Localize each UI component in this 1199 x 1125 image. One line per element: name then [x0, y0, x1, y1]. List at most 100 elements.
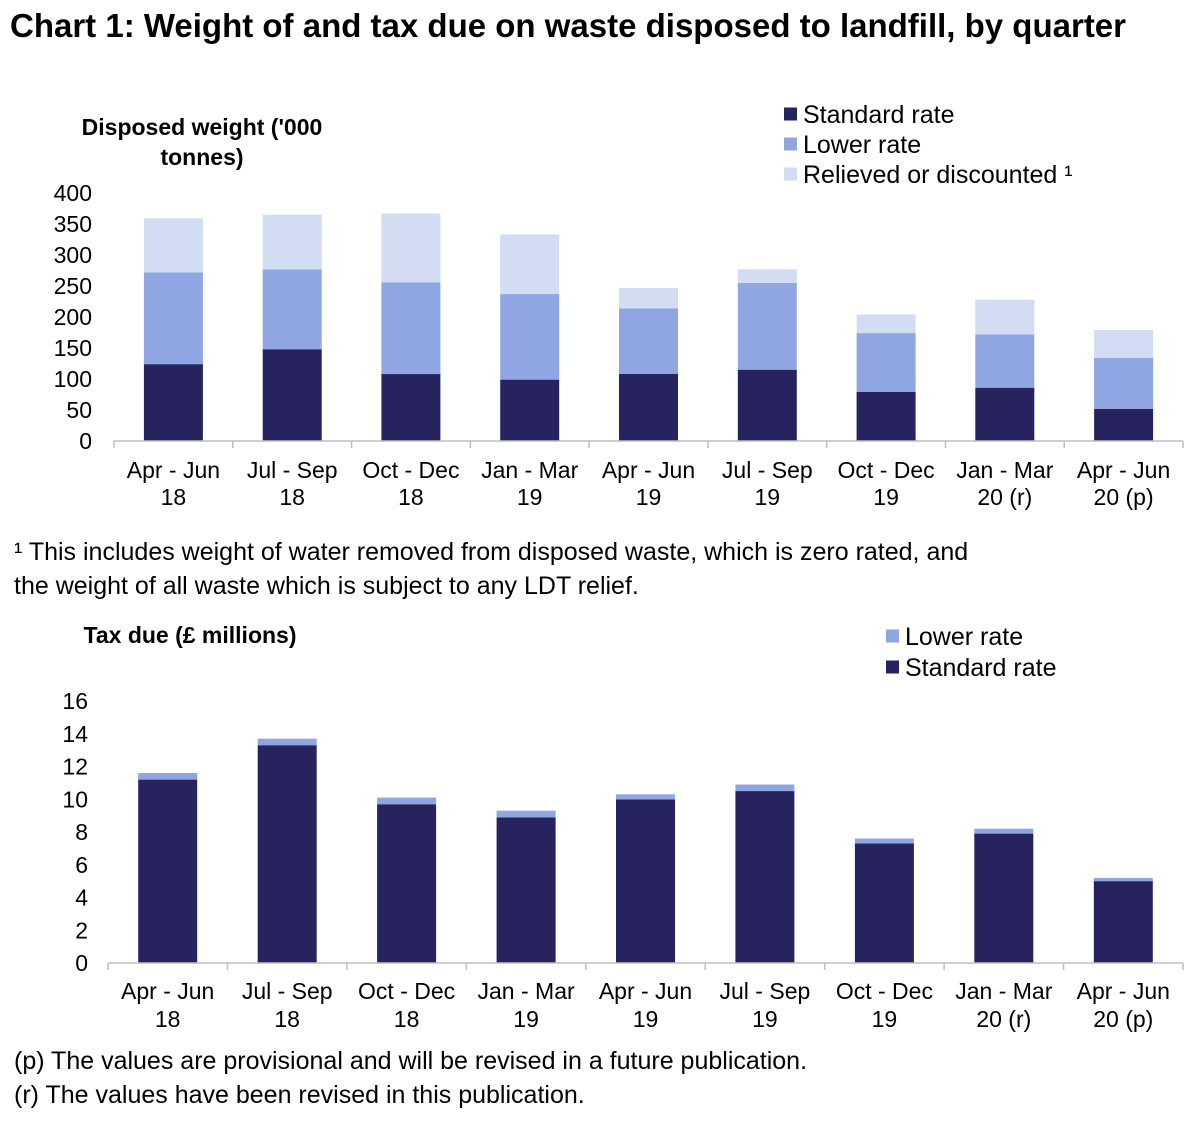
bar-lower [856, 333, 916, 392]
x-tick-label: Apr - Jun [127, 457, 220, 483]
y-tick-label: 0 [79, 428, 92, 454]
bar-relieved [381, 213, 441, 283]
bar-lower [381, 282, 441, 375]
legend-swatch [886, 660, 899, 674]
y-tick-label: 12 [62, 754, 88, 780]
bar-lower [377, 797, 437, 805]
x-tick-label: Apr - Jun [121, 978, 214, 1004]
bar-standard [500, 379, 560, 441]
bar-lower [616, 794, 675, 800]
y-tick-label: 350 [54, 211, 92, 237]
y-axis-label: Tax due (£ millions) [84, 622, 297, 648]
legend-label: Lower rate [905, 623, 1023, 651]
bar-lower [735, 784, 795, 791]
x-tick-label: 18 [394, 1006, 420, 1032]
x-tick-label: 18 [398, 484, 424, 510]
bar-lower [500, 294, 560, 380]
bar-lower [974, 828, 1034, 834]
x-tick-label: Jan - Mar [481, 457, 578, 483]
x-tick-label: 20 (p) [1093, 1006, 1153, 1032]
legend-swatch [886, 629, 899, 643]
y-tick-label: 6 [75, 852, 88, 878]
bar-standard [257, 745, 317, 963]
bar-standard [381, 374, 441, 441]
bar-standard [138, 779, 198, 963]
weight-chart: Disposed weight ('000 tonnes) 0 50 100 150 200… [54, 101, 1184, 510]
x-tick-label: Jul - Sep [247, 457, 338, 483]
bar-standard [377, 804, 437, 963]
x-tick-label: Oct - Dec [362, 457, 459, 483]
bar-relieved [737, 269, 797, 283]
bar-lower [262, 269, 322, 350]
bar-relieved [1094, 330, 1154, 358]
y-tick-label: 14 [62, 721, 88, 747]
bar-standard [262, 349, 322, 441]
x-tick-label: Apr - Jun [599, 978, 692, 1004]
bar-standard [854, 843, 914, 963]
x-tick-label: Jul - Sep [242, 978, 333, 1004]
legend-swatch [784, 167, 797, 181]
legend-swatch [784, 107, 797, 121]
bar-lower [975, 334, 1035, 388]
x-tick-label: 19 [517, 484, 543, 510]
legend-swatch [784, 137, 797, 151]
tax-chart: Tax due (£ millions) 0 2 4 6 8 10 12 14 16 Apr - J… [62, 622, 1184, 1032]
x-tick-label: 19 [752, 1006, 778, 1032]
bar-standard [737, 369, 797, 441]
legend-label: Relieved or discounted ¹ [803, 161, 1073, 189]
legend-label: Lower rate [803, 131, 921, 159]
footnote-relief-line-1: ¹ This includes weight of water removed … [14, 538, 969, 566]
bar-standard [619, 374, 678, 441]
x-tick-label: 18 [161, 484, 187, 510]
chart-title: Chart 1: Weight of and tax due on waste … [10, 7, 1127, 44]
x-tick-label: Jan - Mar [478, 978, 575, 1004]
legend-label: Standard rate [803, 101, 955, 129]
x-tick-label: Jan - Mar [955, 978, 1052, 1004]
x-tick-label: 19 [636, 484, 662, 510]
bar-lower [138, 773, 198, 780]
x-tick-label: Oct - Dec [358, 978, 455, 1004]
x-tick-label: 19 [633, 1006, 659, 1032]
y-tick-label: 8 [75, 819, 88, 845]
y-tick-label: 300 [54, 242, 92, 268]
bar-standard [974, 833, 1034, 963]
x-tick-label: Apr - Jun [1077, 978, 1170, 1004]
y-tick-label: 400 [54, 180, 92, 206]
bar-lower [257, 738, 317, 746]
x-tick-label: 18 [279, 484, 305, 510]
bar-relieved [262, 214, 322, 270]
x-tick-label: 19 [873, 484, 899, 510]
bar-relieved [856, 314, 916, 334]
x-tick-label: Jul - Sep [720, 978, 811, 1004]
y-tick-label: 0 [75, 950, 88, 976]
footnote-provisional: (p) The values are provisional and will … [14, 1047, 808, 1075]
x-tick-label: 18 [274, 1006, 300, 1032]
x-tick-label: Jul - Sep [722, 457, 813, 483]
y-tick-label: 100 [54, 366, 92, 392]
bar-standard [856, 392, 916, 441]
y-axis-label: tonnes) [160, 144, 243, 170]
x-tick-label: Oct - Dec [836, 978, 933, 1004]
x-tick-label: Oct - Dec [838, 457, 935, 483]
bar-relieved [619, 287, 678, 309]
bar-lower [1093, 877, 1153, 882]
y-tick-label: 16 [62, 688, 88, 714]
bar-lower [1094, 357, 1154, 409]
footnote-relief-line-2: the weight of all waste which is subject… [14, 572, 639, 600]
y-tick-label: 4 [75, 885, 88, 911]
bar-standard [143, 364, 203, 441]
x-tick-label: 20 (r) [977, 484, 1032, 510]
y-tick-label: 10 [62, 786, 88, 812]
y-tick-label: 150 [54, 335, 92, 361]
x-tick-label: Apr - Jun [1077, 457, 1170, 483]
x-tick-label: 20 (p) [1094, 484, 1154, 510]
legend-label: Standard rate [905, 654, 1057, 682]
bar-lower [737, 282, 797, 370]
x-tick-label: 19 [872, 1006, 898, 1032]
x-tick-label: 18 [155, 1006, 181, 1032]
bar-standard [975, 387, 1035, 441]
bar-standard [1094, 408, 1154, 441]
y-tick-label: 200 [54, 304, 92, 330]
bar-lower [854, 838, 914, 844]
bar-relieved [975, 299, 1035, 335]
